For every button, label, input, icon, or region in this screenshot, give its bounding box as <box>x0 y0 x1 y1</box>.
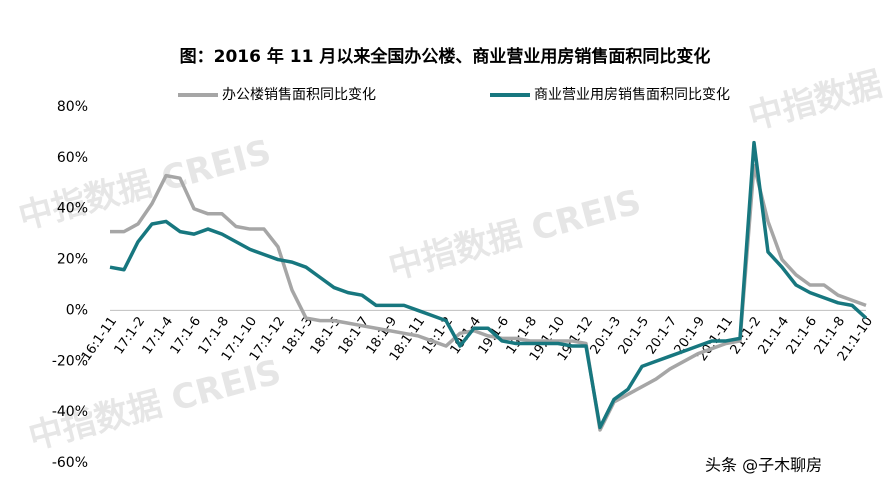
y-tick-label: 80% <box>57 99 88 115</box>
legend-label: 商业营业用房销售面积同比变化 <box>534 87 730 103</box>
footer: 头条 @子木聊房 <box>705 456 822 475</box>
y-tick-label: 60% <box>57 150 88 166</box>
watermark: 中指数据 CREIS <box>14 132 275 238</box>
watermark: 中指数据 CREIS <box>384 182 645 288</box>
series-line <box>109 140 868 430</box>
x-tick-label: 16:1-11 <box>79 314 120 364</box>
watermark: 中指数据 CREIS <box>744 32 891 138</box>
series-line <box>110 163 867 432</box>
y-tick-label: 40% <box>57 201 88 217</box>
y-tick-label: 0% <box>66 302 88 318</box>
chart-title: 图：2016 年 11 月以来全国办公楼、商业营业用房销售面积同比变化 <box>180 46 711 67</box>
y-tick-label: -20% <box>52 353 88 369</box>
y-tick-label: -40% <box>52 404 88 420</box>
legend-label: 办公楼销售面积同比变化 <box>222 87 376 103</box>
y-tick-label: -60% <box>52 455 88 471</box>
y-tick-label: 20% <box>57 252 88 268</box>
